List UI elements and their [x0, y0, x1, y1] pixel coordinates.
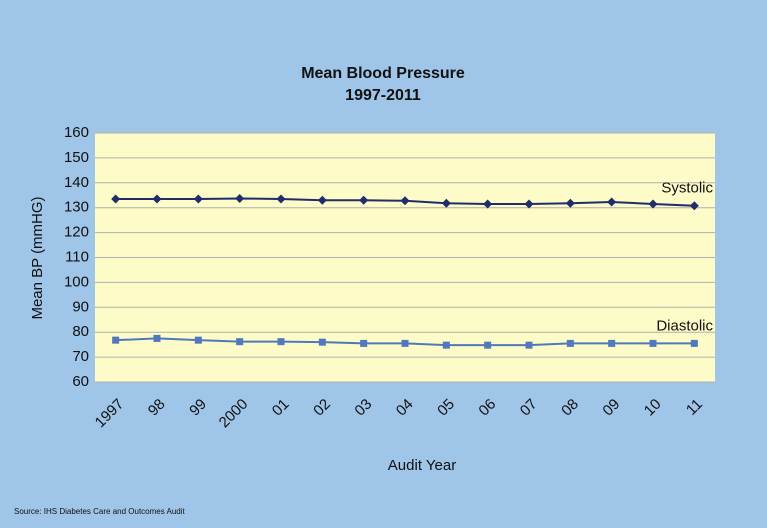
y-tick-label: 100: [64, 273, 89, 290]
data-point: [565, 198, 575, 208]
data-point: [194, 336, 202, 344]
data-point: [318, 338, 326, 346]
y-tick-label: 80: [72, 323, 89, 340]
source-note: Source: IHS Diabetes Care and Outcomes A…: [14, 507, 186, 516]
data-point: [441, 198, 451, 208]
data-point: [442, 341, 450, 349]
data-point: [236, 338, 244, 346]
y-axis-label: Mean BP (mmHG): [29, 196, 46, 319]
y-tick-label: 130: [64, 199, 89, 216]
data-point: [112, 336, 120, 344]
chart-title: Mean Blood Pressure: [301, 65, 465, 82]
data-point: [689, 201, 699, 211]
data-point: [235, 193, 245, 203]
data-point: [483, 199, 493, 209]
series-label: Diastolic: [656, 317, 713, 334]
data-point: [525, 341, 533, 349]
data-point: [401, 339, 409, 347]
data-point: [152, 194, 162, 204]
data-point: [524, 199, 534, 209]
y-tick-label: 70: [72, 348, 89, 365]
data-point: [317, 195, 327, 205]
data-point: [690, 339, 698, 347]
data-point: [648, 199, 658, 209]
data-point: [400, 196, 410, 206]
data-point: [111, 194, 121, 204]
y-tick-label: 90: [72, 298, 89, 315]
data-point: [277, 338, 285, 346]
y-tick-label: 110: [65, 248, 89, 265]
data-point: [607, 197, 617, 207]
data-point: [484, 341, 492, 349]
y-tick-label: 60: [72, 373, 89, 390]
x-axis-label: Audit Year: [388, 457, 456, 474]
data-point: [360, 339, 368, 347]
y-tick-label: 140: [64, 174, 89, 191]
data-point: [153, 334, 161, 342]
data-point: [276, 194, 286, 204]
series-label: Systolic: [661, 180, 713, 197]
data-point: [608, 339, 616, 347]
data-point: [566, 339, 574, 347]
y-tick-label: 160: [64, 124, 89, 141]
y-tick-label: 120: [64, 224, 89, 241]
data-point: [359, 195, 369, 205]
data-point: [193, 194, 203, 204]
data-point: [649, 339, 657, 347]
y-tick-label: 150: [64, 149, 89, 166]
chart-subtitle: 1997-2011: [345, 87, 421, 104]
